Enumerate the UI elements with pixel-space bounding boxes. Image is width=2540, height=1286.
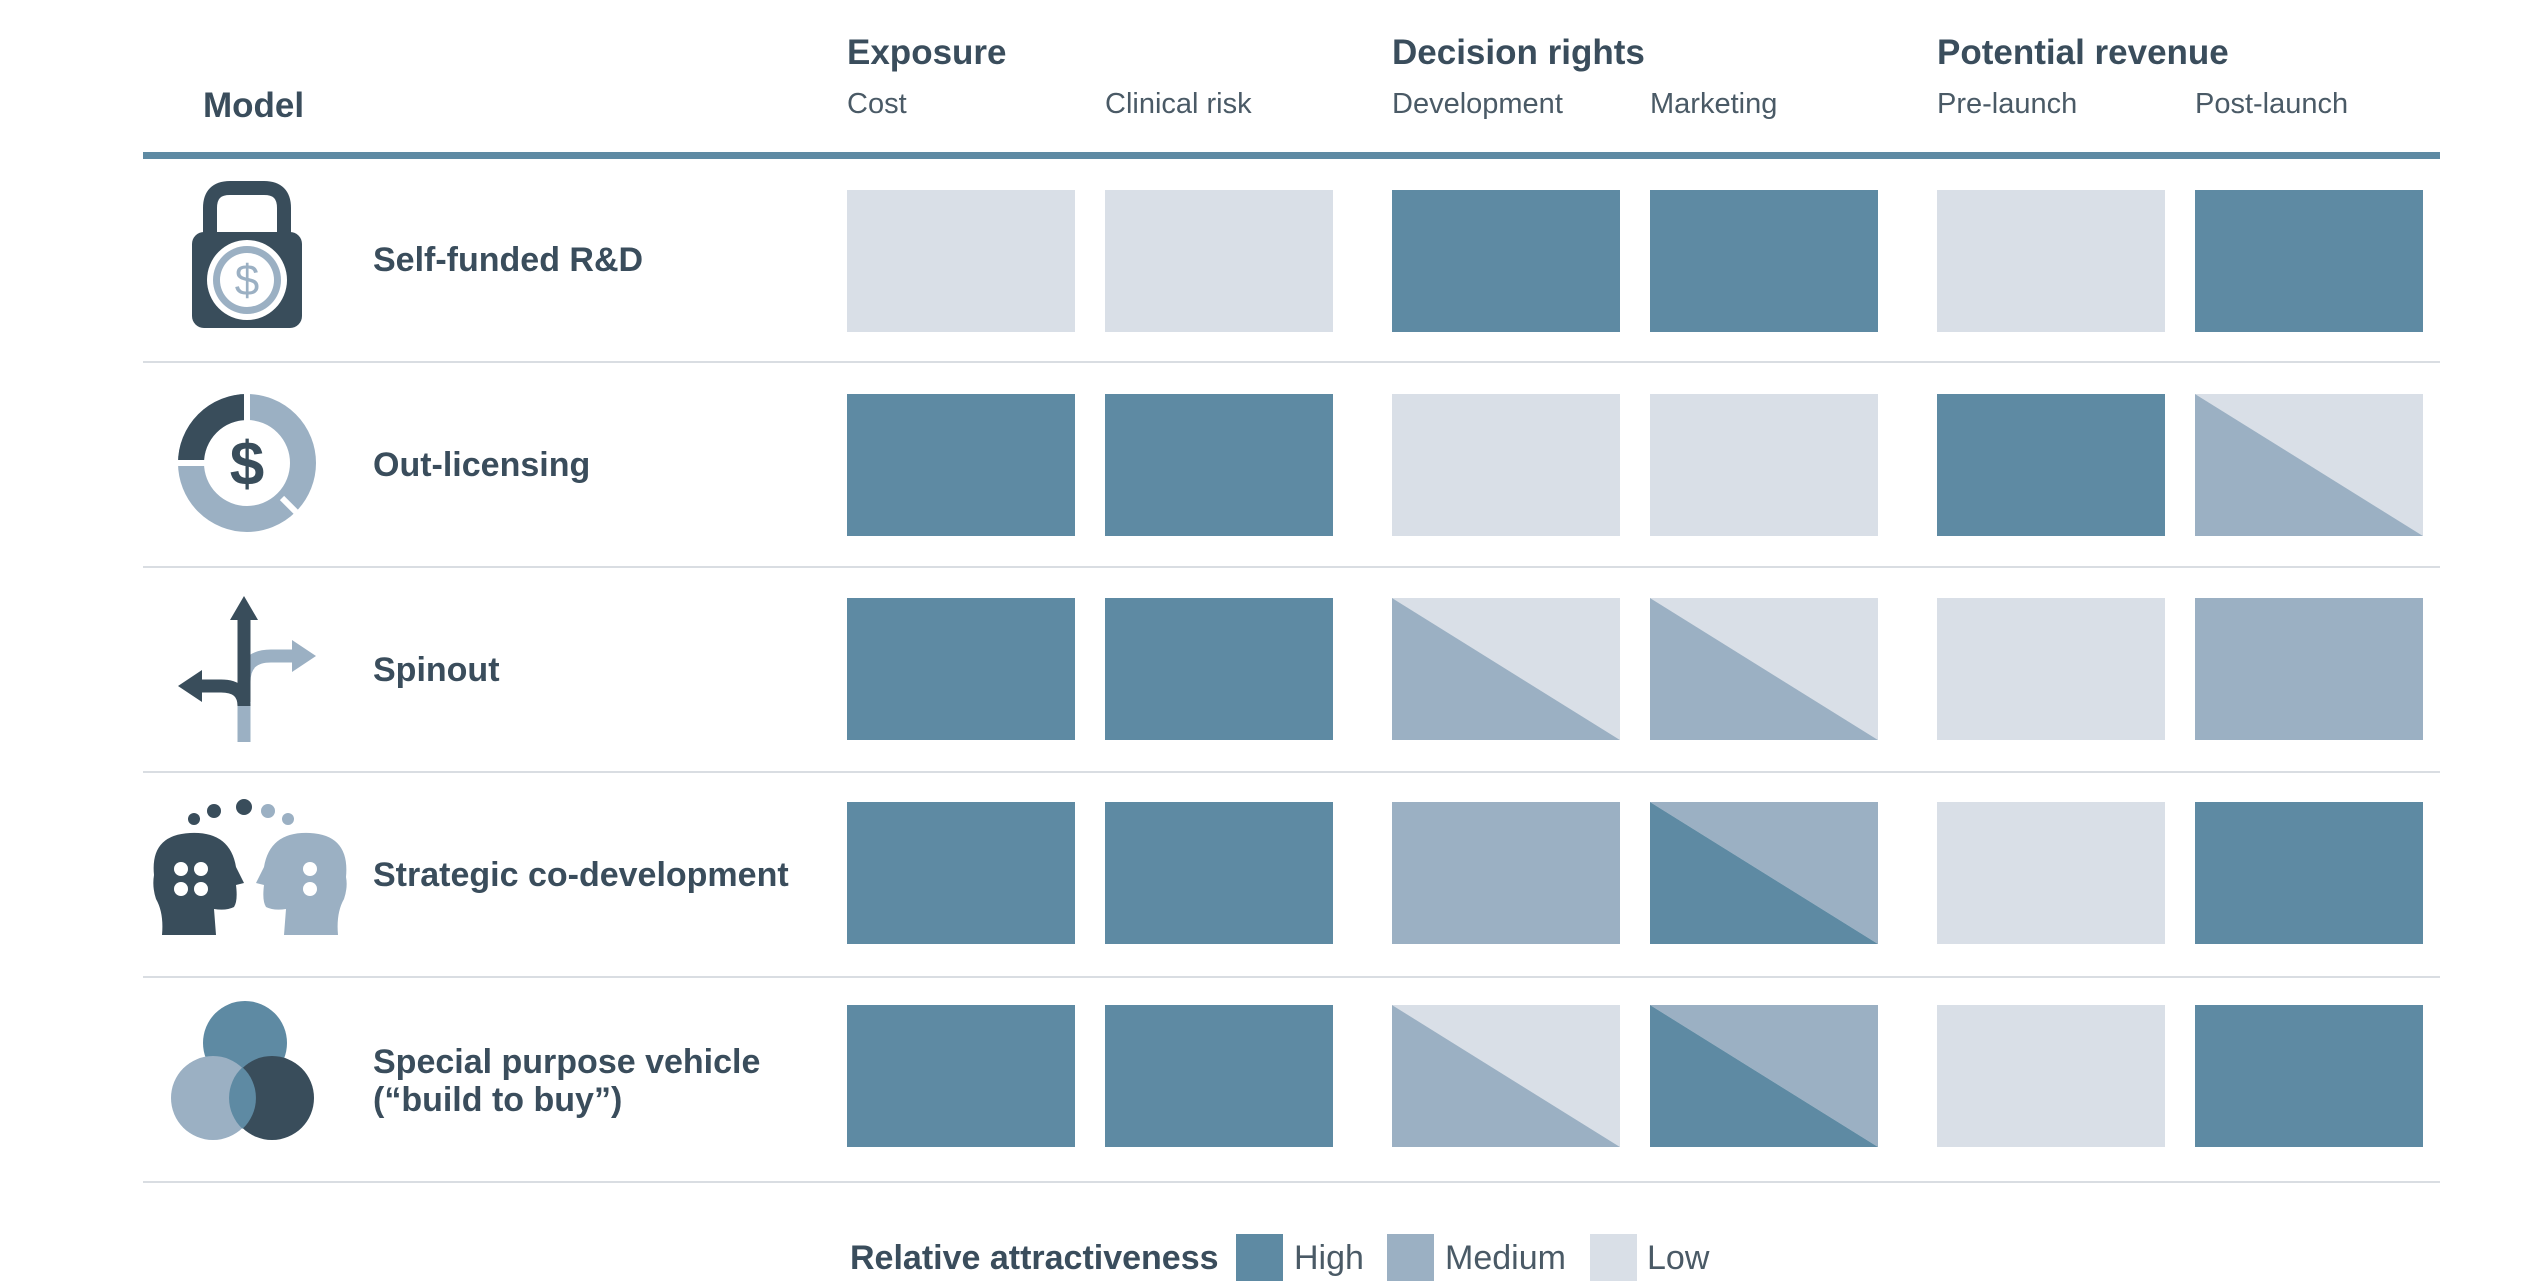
matrix-cell [847, 190, 1075, 332]
matrix-cell [2195, 190, 2423, 332]
matrix-cell [1650, 394, 1878, 536]
legend-label-high: High [1294, 1239, 1364, 1277]
matrix-cell [1392, 1005, 1620, 1147]
matrix-cell [1650, 598, 1878, 740]
matrix-cell [1392, 394, 1620, 536]
row-divider [143, 361, 2440, 363]
legend-label-low: Low [1647, 1239, 1710, 1277]
matrix-cell [1650, 190, 1878, 332]
column-header-marketing: Marketing [1650, 88, 1778, 120]
matrix-cell [1392, 190, 1620, 332]
svg-text:$: $ [230, 430, 264, 499]
matrix-cell [1650, 802, 1878, 944]
legend-label-medium: Medium [1445, 1239, 1566, 1277]
legend-title: Relative attractiveness [850, 1239, 1219, 1277]
matrix-cell [1937, 598, 2165, 740]
matrix-cell [1650, 1005, 1878, 1147]
legend-swatch-high [1236, 1234, 1283, 1281]
lock-dollar-icon: $ [182, 180, 312, 330]
row-divider [143, 566, 2440, 568]
matrix-cell [2195, 802, 2423, 944]
legend-swatch-medium [1387, 1234, 1434, 1281]
group-header-exposure: Exposure [847, 33, 1007, 72]
matrix-cell [1105, 802, 1333, 944]
row-label-out-licensing: Out-licensing [373, 446, 591, 484]
matrix-cell [1105, 598, 1333, 740]
matrix-cell [2195, 1005, 2423, 1147]
matrix-cell [847, 598, 1075, 740]
row-divider [143, 771, 2440, 773]
row-divider [143, 976, 2440, 978]
dollar-donut-icon: $ [172, 388, 322, 538]
group-header-potential-revenue: Potential revenue [1937, 33, 2229, 72]
column-header-development: Development [1392, 88, 1563, 120]
split-arrows-icon [176, 594, 326, 744]
matrix-cell [2195, 394, 2423, 536]
venn-circles-icon [168, 1000, 328, 1145]
legend-swatch-low [1590, 1234, 1637, 1281]
matrix-cell [847, 394, 1075, 536]
group-header-decision-rights: Decision rights [1392, 33, 1645, 72]
matrix-cell [1937, 190, 2165, 332]
matrix-cell [1937, 1005, 2165, 1147]
matrix-cell [847, 1005, 1075, 1147]
column-header-cost: Cost [847, 88, 907, 120]
row-divider [143, 1181, 2440, 1183]
matrix-cell [847, 802, 1075, 944]
matrix-cell [1105, 394, 1333, 536]
matrix-cell [1392, 802, 1620, 944]
column-header-post-launch: Post-launch [2195, 88, 2349, 120]
matrix-cell [1937, 802, 2165, 944]
matrix-cell [1105, 190, 1333, 332]
row-label-self-funded: Self-funded R&D [373, 241, 644, 279]
column-header-pre-launch: Pre-launch [1937, 88, 2078, 120]
matrix-cell [1105, 1005, 1333, 1147]
two-heads-icon [140, 795, 355, 945]
matrix-cell [1937, 394, 2165, 536]
matrix-cell [2195, 598, 2423, 740]
header-divider [143, 152, 2440, 159]
row-label-co-development: Strategic co-development [373, 856, 789, 894]
matrix-cell [1392, 598, 1620, 740]
model-column-header: Model [203, 86, 305, 125]
row-label-special-purpose-vehicle: Special purpose vehicle (“build to buy”) [373, 1043, 761, 1120]
svg-text:$: $ [235, 256, 259, 305]
row-label-spinout: Spinout [373, 651, 500, 689]
column-header-clinical-risk: Clinical risk [1105, 88, 1252, 120]
